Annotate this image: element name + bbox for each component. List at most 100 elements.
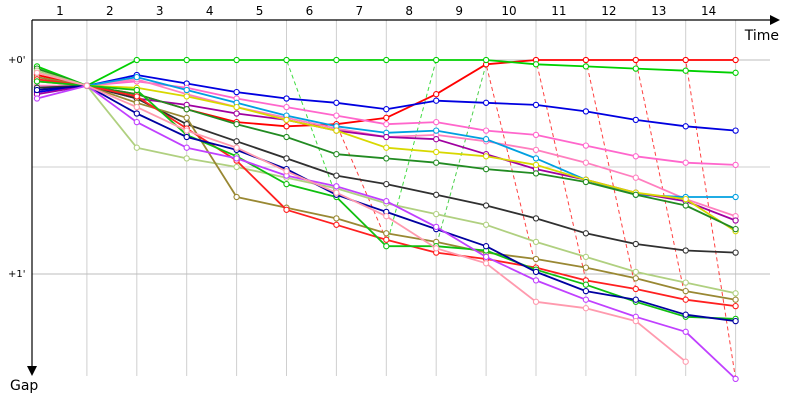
data-point [482,99,490,106]
data-point [433,245,440,252]
data-point [532,101,540,109]
data-point [682,123,689,130]
data-point [433,148,440,156]
data-point [732,193,739,201]
data-point [183,106,190,113]
data-point [183,133,190,141]
data-point [682,202,689,209]
data-point [682,159,689,166]
data-point [732,317,739,325]
data-point [682,311,689,318]
data-point [433,159,440,166]
data-point [582,108,590,115]
data-point [333,99,340,106]
series-group [33,69,689,365]
data-point [632,317,639,325]
data-point [233,163,240,171]
lap-label: 10 [501,4,516,18]
data-point [183,56,190,64]
data-point [383,198,390,205]
y-tick-label: +0' [8,55,26,66]
data-point [632,296,639,303]
data-point [183,86,190,94]
data-point [682,287,689,295]
data-point [133,56,140,64]
lap-label: 14 [701,4,716,18]
data-point [333,183,340,190]
data-point [682,56,689,64]
lap-label: 13 [651,4,666,18]
data-point [682,195,689,203]
data-point [482,260,490,267]
data-point [682,296,689,303]
data-point [632,65,639,72]
data-point [682,358,689,365]
axis-layer: Time Gap [10,15,780,394]
lap-label: 6 [306,4,314,18]
lap-label: 11 [551,4,566,18]
data-point [482,56,490,64]
data-point [632,285,639,293]
data-point [233,110,240,117]
data-point [383,213,390,220]
data-point [233,103,240,111]
data-point [333,215,340,222]
data-point [133,73,140,81]
data-point [183,93,190,100]
x-axis-title: Time [744,28,779,44]
data-point [283,155,290,162]
grid-layer [32,20,770,376]
y-tick-label: +1' [8,269,26,280]
data-point [433,56,440,64]
data-point [183,144,190,151]
data-point [732,375,739,383]
data-point [582,264,590,271]
data-point [233,193,240,201]
data-point [383,106,390,113]
lap-label: 2 [106,4,114,18]
lap-label: 3 [156,4,164,18]
data-point [283,95,290,102]
lap-label: 4 [206,4,214,18]
data-point [83,82,91,89]
data-point [732,302,739,310]
pit-stop-line [685,59,737,379]
data-point [532,277,540,284]
data-point [532,298,540,305]
lap-label: 7 [356,4,364,18]
data-point [283,133,290,141]
data-point [133,93,140,100]
data-point [482,136,490,143]
data-point [682,67,689,74]
data-point [582,159,590,166]
series-layer [33,56,739,383]
data-point [233,56,240,64]
data-point [632,153,639,160]
data-point [133,103,140,111]
y-axis-title: Gap [10,378,38,394]
data-point [482,221,490,228]
data-point [333,189,340,196]
series-group [33,56,739,89]
data-point [283,180,290,188]
lap-label: 1 [56,4,64,18]
data-point [732,296,739,303]
data-point [482,243,490,250]
data-point [482,253,490,261]
data-point [632,191,639,198]
lap-label: 9 [455,4,463,18]
data-point [283,103,290,111]
data-point [582,296,590,303]
data-point [532,268,540,276]
data-point [632,174,639,181]
data-point [433,91,440,98]
data-point [582,56,590,64]
data-point [682,328,689,335]
data-point [732,290,739,297]
data-point [383,180,390,188]
data-point [283,56,290,64]
data-point [233,155,240,162]
data-point [233,121,240,128]
data-point [532,170,540,177]
data-point [383,230,390,237]
